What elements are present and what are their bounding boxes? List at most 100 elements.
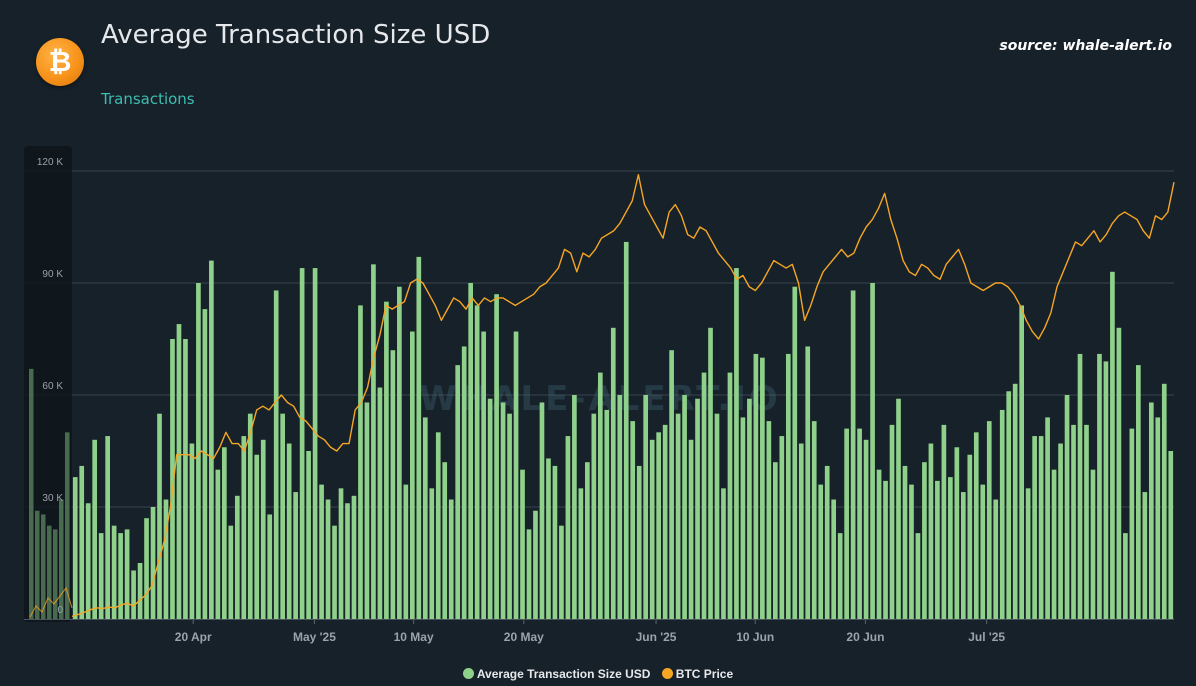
bar <box>209 260 214 619</box>
legend-item-line[interactable]: BTC Price <box>661 667 734 681</box>
bar <box>610 327 616 619</box>
bar <box>909 484 914 619</box>
bar <box>474 305 480 619</box>
bar <box>409 331 415 619</box>
bar <box>429 488 435 619</box>
bar <box>649 439 655 619</box>
bar <box>338 488 344 619</box>
bar <box>1123 533 1128 619</box>
bar <box>144 518 149 619</box>
bar <box>481 331 486 619</box>
bar <box>980 484 986 619</box>
bar <box>526 529 532 619</box>
bar <box>773 462 778 619</box>
navigator-mini-bar <box>35 510 40 619</box>
bar <box>798 443 804 619</box>
bar <box>150 507 156 619</box>
navigator-mini-bar <box>47 525 52 619</box>
y-axis-labels: 0 30 K 60 K 90 K 120 K <box>37 157 64 616</box>
bar <box>889 424 895 619</box>
bar <box>98 533 104 619</box>
bar <box>241 436 247 619</box>
range-navigator[interactable] <box>24 146 73 622</box>
bar <box>546 458 551 619</box>
bar <box>740 417 746 619</box>
bar <box>539 402 545 619</box>
bar <box>319 484 324 619</box>
bar <box>170 339 175 619</box>
line-series <box>71 174 1175 618</box>
bar <box>1019 305 1024 619</box>
bar <box>1136 365 1141 619</box>
bar <box>325 499 331 619</box>
range-navigator-handle[interactable] <box>24 146 72 622</box>
bar <box>306 451 311 619</box>
bar <box>1129 428 1135 619</box>
legend-swatch-bars <box>462 668 474 679</box>
bar <box>72 477 78 619</box>
bar <box>604 409 610 619</box>
bar <box>260 439 266 619</box>
bar <box>1161 383 1167 619</box>
bar <box>811 421 817 619</box>
bar <box>1142 492 1148 619</box>
bar <box>487 398 493 619</box>
bar <box>623 241 629 619</box>
bar <box>844 428 849 619</box>
bar <box>416 256 422 619</box>
bar <box>960 492 966 619</box>
navigator-mini-bar <box>53 529 58 619</box>
bar <box>578 488 584 619</box>
bar <box>941 424 947 619</box>
bar <box>448 499 454 619</box>
legend-swatch-line <box>661 668 673 679</box>
bar <box>384 301 389 619</box>
bar <box>727 372 733 619</box>
bar <box>254 454 260 619</box>
bar <box>1097 353 1102 619</box>
bar <box>922 462 927 619</box>
bar <box>572 395 577 619</box>
bar <box>403 484 409 619</box>
bar <box>332 525 337 619</box>
bar <box>371 264 376 619</box>
bar <box>267 514 273 619</box>
bar <box>273 290 279 619</box>
bar <box>118 533 123 619</box>
bar-series <box>72 241 1174 619</box>
bar <box>455 365 461 619</box>
bar <box>1025 488 1031 619</box>
bar <box>967 454 973 619</box>
legend: Average Transaction Size USD BTC Price <box>0 667 1196 681</box>
bar <box>92 439 98 619</box>
x-tick-label: Jun '25 <box>636 630 677 644</box>
bar <box>157 413 162 619</box>
bar <box>1155 417 1161 619</box>
bar <box>1064 395 1070 619</box>
bar <box>1148 402 1154 619</box>
bar <box>870 283 875 619</box>
bar <box>461 346 467 619</box>
bar <box>85 503 91 619</box>
bar <box>520 469 525 619</box>
bar <box>999 409 1005 619</box>
bar <box>1110 271 1115 619</box>
bar <box>189 443 195 619</box>
bar <box>222 447 227 619</box>
bar <box>785 353 791 619</box>
bar <box>993 499 999 619</box>
bar <box>163 499 169 619</box>
bar <box>1168 451 1174 619</box>
bar <box>1103 361 1109 619</box>
bar <box>902 465 908 619</box>
y-tick-label: 30 K <box>42 493 63 504</box>
bar <box>422 417 428 619</box>
bar <box>636 465 642 619</box>
bar <box>234 495 240 619</box>
legend-item-bars[interactable]: Average Transaction Size USD <box>462 667 650 681</box>
bar <box>935 480 940 619</box>
bar <box>643 395 649 619</box>
bar <box>202 309 208 619</box>
legend-label-line: BTC Price <box>675 667 734 681</box>
bar <box>1032 436 1037 619</box>
